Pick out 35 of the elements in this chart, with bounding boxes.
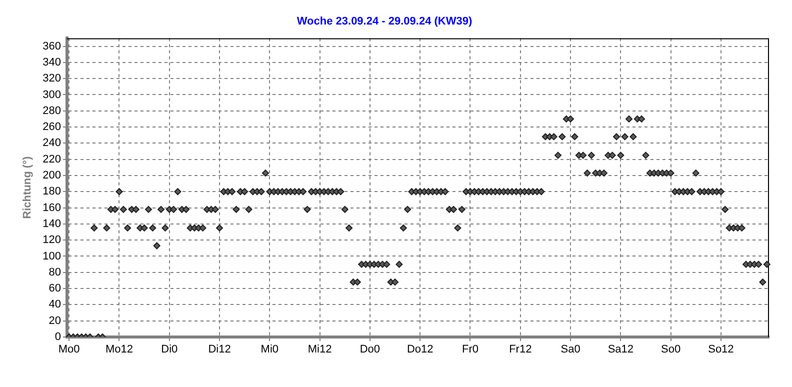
x-tick-label: Do0 (360, 344, 380, 356)
y-tick-label: 320 (42, 72, 61, 85)
x-tick-label: Di12 (208, 344, 231, 356)
x-tick-label: So12 (708, 344, 734, 356)
y-tick-label: 0 (54, 331, 61, 344)
y-tick-label: 120 (42, 234, 61, 246)
y-tick-label: 300 (42, 88, 61, 101)
y-tick-label: 360 (42, 40, 61, 52)
y-tick-label: 280 (42, 104, 61, 117)
y-tick-label: 40 (48, 298, 61, 311)
y-tick-label: 80 (48, 266, 61, 278)
y-tick-label: 100 (42, 250, 61, 262)
x-tick-label: Do12 (406, 344, 434, 356)
y-tick-label: 200 (42, 170, 61, 182)
y-tick-label: 220 (42, 153, 61, 166)
x-tick-label: Sa0 (560, 344, 580, 356)
y-tick-label: 60 (48, 282, 61, 295)
x-tick-label: Sa12 (608, 344, 634, 356)
x-tick-label: Fr12 (509, 344, 532, 356)
y-tick-label: 180 (42, 186, 61, 198)
y-tick-label: 340 (42, 56, 61, 68)
y-tick-label: 240 (42, 137, 61, 150)
y-axis-title: Richtung (°) (22, 156, 34, 219)
x-tick-label: So0 (661, 344, 681, 356)
x-tick-label: Mo0 (58, 344, 80, 356)
y-tick-label: 160 (42, 202, 61, 214)
x-tick-label: Mi12 (308, 344, 332, 356)
x-tick-label: Di0 (161, 344, 178, 356)
chart-title: Woche 23.09.24 - 29.09.24 (KW39) (296, 16, 472, 28)
y-tick-label: 20 (48, 314, 61, 327)
x-tick-label: Mo12 (105, 344, 133, 356)
y-tick-label: 260 (42, 121, 61, 134)
y-tick-label: 140 (42, 218, 61, 230)
x-tick-label: Mi0 (260, 344, 279, 356)
x-tick-label: Fr0 (462, 344, 478, 356)
